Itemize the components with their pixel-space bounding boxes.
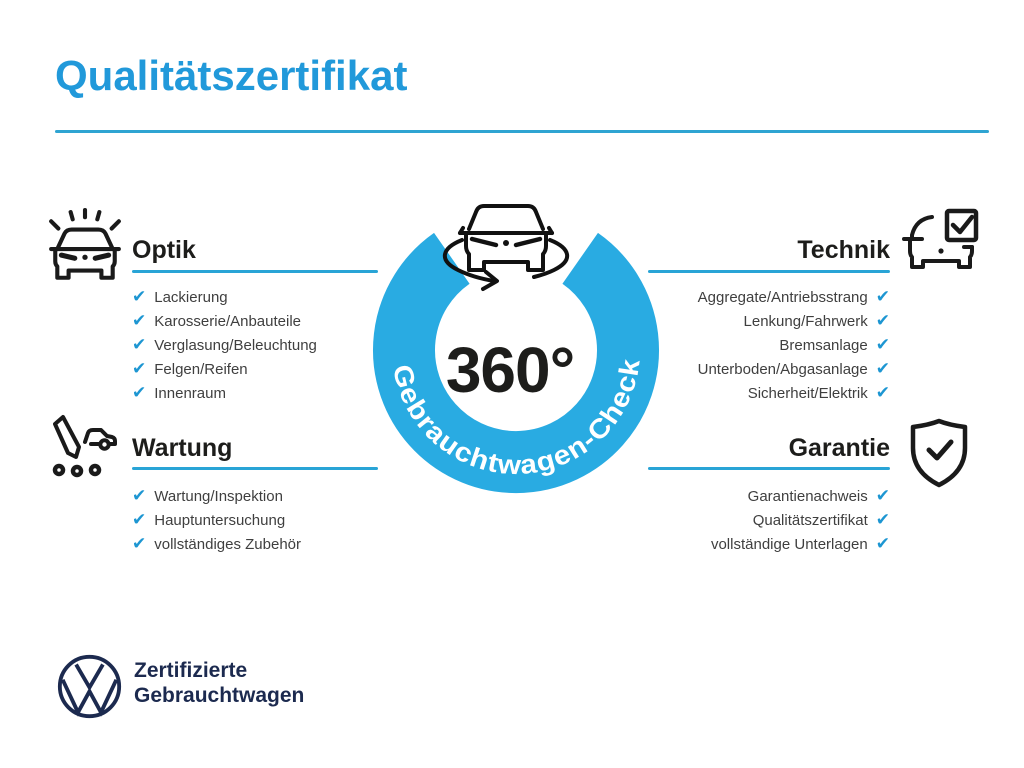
car-rotation-icon xyxy=(443,204,569,291)
check-icon: ✔ xyxy=(132,287,147,307)
item-label: Garantienachweis xyxy=(747,488,868,505)
section-divider-optik xyxy=(132,270,378,273)
car-shine-icon xyxy=(46,208,124,288)
list-item: ✔ Wartung/Inspektion xyxy=(132,486,283,506)
item-label: Hauptuntersuchung xyxy=(154,512,286,529)
footer-label-line1: Zertifizierte xyxy=(134,659,248,682)
garantie-item-list: Garantienachweis ✔ Qualitätszertifikat ✔… xyxy=(711,488,890,560)
shield-check-icon xyxy=(906,416,972,492)
section-title-optik: Optik xyxy=(132,236,196,264)
item-label: Lackierung xyxy=(154,289,228,306)
list-item: ✔ Innenraum xyxy=(132,383,226,403)
check-icon: ✔ xyxy=(132,383,147,403)
list-item: Lenkung/Fahrwerk ✔ xyxy=(743,311,890,331)
item-label: Qualitätszertifikat xyxy=(752,512,868,529)
title-divider xyxy=(55,130,989,133)
technik-item-list: Aggregate/Antriebsstrang ✔ Lenkung/Fahrw… xyxy=(698,289,890,409)
section-title-garantie: Garantie xyxy=(788,434,890,462)
check-icon: ✔ xyxy=(132,510,147,530)
check-icon: ✔ xyxy=(875,383,890,403)
check-icon: ✔ xyxy=(875,510,890,530)
footer-label: Zertifizierte Gebrauchtwagen xyxy=(134,658,304,708)
car-checkbox-icon xyxy=(902,204,980,284)
service-checklist-icon xyxy=(46,412,118,480)
check-icon: ✔ xyxy=(875,359,890,379)
list-item: Garantienachweis ✔ xyxy=(747,486,890,506)
item-label: Lenkung/Fahrwerk xyxy=(743,313,868,330)
check-icon: ✔ xyxy=(132,534,147,554)
item-label: Innenraum xyxy=(154,385,226,402)
badge-360-check: Gebrauchtwagen-Check 360° xyxy=(340,170,692,520)
list-item: ✔ Verglasung/Beleuchtung xyxy=(132,335,317,355)
list-item: ✔ Felgen/Reifen xyxy=(132,359,248,379)
check-icon: ✔ xyxy=(875,534,890,554)
item-label: Unterboden/Abgasanlage xyxy=(697,361,868,378)
list-item: ✔ Karosserie/Anbauteile xyxy=(132,311,302,331)
list-item: Sicherheit/Elektrik ✔ xyxy=(747,383,890,403)
check-icon: ✔ xyxy=(875,311,890,331)
wartung-item-list: ✔ Wartung/Inspektion ✔ Hauptuntersuchung… xyxy=(132,488,301,560)
list-item: Qualitätszertifikat ✔ xyxy=(752,510,890,530)
section-divider-garantie xyxy=(648,467,890,470)
section-title-wartung: Wartung xyxy=(132,434,233,462)
list-item: ✔ Lackierung xyxy=(132,287,228,307)
section-divider-technik xyxy=(648,270,890,273)
check-icon: ✔ xyxy=(132,359,147,379)
list-item: Unterboden/Abgasanlage ✔ xyxy=(697,359,890,379)
optik-item-list: ✔ Lackierung ✔ Karosserie/Anbauteile ✔ V… xyxy=(132,289,317,409)
item-label: Verglasung/Beleuchtung xyxy=(154,337,317,354)
list-item: Aggregate/Antriebsstrang ✔ xyxy=(697,287,890,307)
check-icon: ✔ xyxy=(132,311,147,331)
check-icon: ✔ xyxy=(132,335,147,355)
item-label: vollständiges Zubehör xyxy=(154,536,302,553)
list-item: Bremsanlage ✔ xyxy=(779,335,890,355)
section-title-technik: Technik xyxy=(797,236,890,264)
check-icon: ✔ xyxy=(875,486,890,506)
check-icon: ✔ xyxy=(875,335,890,355)
item-label: Sicherheit/Elektrik xyxy=(747,385,868,402)
list-item: ✔ Hauptuntersuchung xyxy=(132,510,286,530)
item-label: Karosserie/Anbauteile xyxy=(154,313,302,330)
item-label: Wartung/Inspektion xyxy=(154,488,283,505)
item-label: Felgen/Reifen xyxy=(154,361,248,378)
page-title: Qualitätszertifikat xyxy=(55,52,408,99)
list-item: vollständige Unterlagen ✔ xyxy=(710,534,890,554)
list-item: ✔ vollständiges Zubehör xyxy=(132,534,302,554)
item-label: Bremsanlage xyxy=(779,337,868,354)
section-divider-wartung xyxy=(132,467,378,470)
check-icon: ✔ xyxy=(875,287,890,307)
check-icon: ✔ xyxy=(132,486,147,506)
vw-logo xyxy=(56,653,123,720)
degree-label: 360° xyxy=(446,334,574,406)
ring-shape xyxy=(373,232,659,493)
footer-label-line2: Gebrauchtwagen xyxy=(134,684,305,707)
item-label: vollständige Unterlagen xyxy=(710,536,868,553)
item-label: Aggregate/Antriebsstrang xyxy=(697,289,868,306)
